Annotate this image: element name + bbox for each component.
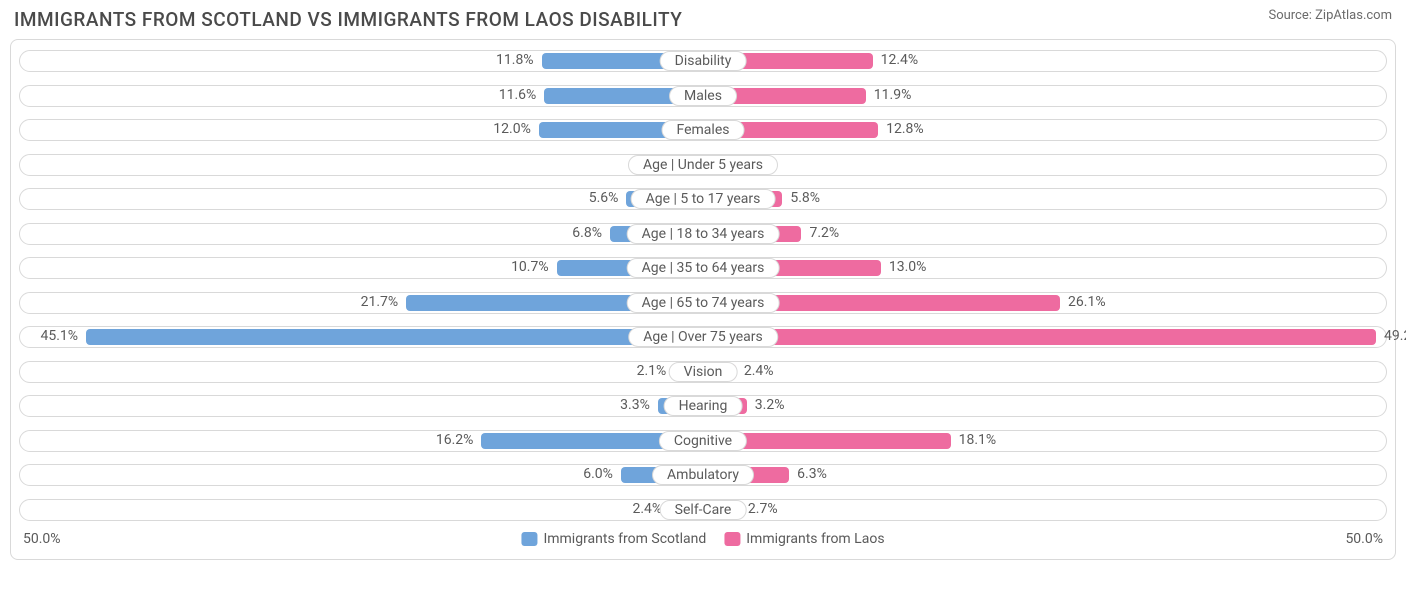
chart-row: 6.8% 7.2% Age | 18 to 34 years [19, 219, 1387, 250]
value-right: 11.9% [874, 87, 912, 103]
legend-swatch-left [521, 532, 537, 546]
axis-left-max: 50.0% [23, 531, 61, 547]
category-label: Cognitive [659, 431, 747, 451]
value-right: 2.7% [748, 501, 778, 517]
value-left: 11.6% [499, 87, 537, 103]
bar-left [86, 329, 703, 345]
chart-area: 11.8% 12.4% Disability 11.6% 11.9% Males 12.0%… [10, 39, 1396, 560]
chart-row: 16.2% 18.1% Cognitive [19, 426, 1387, 457]
legend: Immigrants from Scotland Immigrants from… [521, 531, 884, 547]
value-right: 6.3% [797, 466, 827, 482]
value-right: 7.2% [809, 225, 839, 241]
legend-label-right: Immigrants from Laos [746, 531, 884, 547]
chart-row: 11.8% 12.4% Disability [19, 46, 1387, 77]
value-left: 21.7% [361, 294, 399, 310]
value-right: 5.8% [790, 190, 820, 206]
category-label: Ambulatory [652, 465, 754, 485]
category-label: Age | 18 to 34 years [627, 224, 780, 244]
value-right: 3.2% [755, 397, 785, 413]
chart-row: 11.6% 11.9% Males [19, 81, 1387, 112]
value-left: 16.2% [436, 432, 474, 448]
chart-footer: 50.0% Immigrants from Scotland Immigrant… [19, 529, 1387, 555]
value-left: 45.1% [40, 328, 78, 344]
value-right: 49.2% [1384, 328, 1406, 344]
value-right: 12.4% [881, 52, 919, 68]
category-label: Females [662, 120, 745, 140]
chart-row: 10.7% 13.0% Age | 35 to 64 years [19, 253, 1387, 284]
chart-row: 21.7% 26.1% Age | 65 to 74 years [19, 288, 1387, 319]
category-label: Disability [660, 51, 747, 71]
bar-right [703, 329, 1376, 345]
category-label: Age | Under 5 years [628, 155, 778, 175]
category-label: Hearing [664, 396, 743, 416]
chart-title: IMMIGRANTS FROM SCOTLAND VS IMMIGRANTS F… [14, 8, 682, 31]
chart-row: 6.0% 6.3% Ambulatory [19, 460, 1387, 491]
value-left: 6.0% [583, 466, 613, 482]
value-right: 2.4% [744, 363, 774, 379]
chart-row: 3.3% 3.2% Hearing [19, 391, 1387, 422]
value-left: 6.8% [572, 225, 602, 241]
value-right: 18.1% [959, 432, 997, 448]
legend-item-right: Immigrants from Laos [724, 531, 884, 547]
chart-row: 45.1%49.2%Age | Over 75 years [19, 322, 1387, 353]
value-left: 12.0% [493, 121, 531, 137]
value-right: 12.8% [886, 121, 924, 137]
category-label: Age | 65 to 74 years [627, 293, 780, 313]
chart-row: 5.6% 5.8% Age | 5 to 17 years [19, 184, 1387, 215]
chart-row: 2.4% 2.7%Self-Care [19, 495, 1387, 526]
category-label: Self-Care [660, 500, 747, 520]
source-attribution: Source: ZipAtlas.com [1268, 8, 1392, 23]
value-right: 26.1% [1068, 294, 1106, 310]
category-label: Age | Over 75 years [628, 327, 778, 347]
axis-right-max: 50.0% [1345, 531, 1383, 547]
value-left: 2.4% [632, 501, 662, 517]
category-label: Age | 35 to 64 years [627, 258, 780, 278]
category-label: Vision [669, 362, 738, 382]
value-left: 3.3% [620, 397, 650, 413]
value-left: 10.7% [511, 259, 549, 275]
value-left: 11.8% [496, 52, 534, 68]
legend-label-left: Immigrants from Scotland [543, 531, 706, 547]
value-left: 5.6% [589, 190, 619, 206]
value-right: 13.0% [889, 259, 927, 275]
value-left: 2.1% [637, 363, 667, 379]
chart-row: 2.1% 2.4% Vision [19, 357, 1387, 388]
category-label: Age | 5 to 17 years [631, 189, 776, 209]
category-label: Males [669, 86, 737, 106]
chart-row: 12.0% 12.8% Females [19, 115, 1387, 146]
legend-swatch-right [724, 532, 740, 546]
chart-row: 1.4%1.3%Age | Under 5 years [19, 150, 1387, 181]
legend-item-left: Immigrants from Scotland [521, 531, 706, 547]
